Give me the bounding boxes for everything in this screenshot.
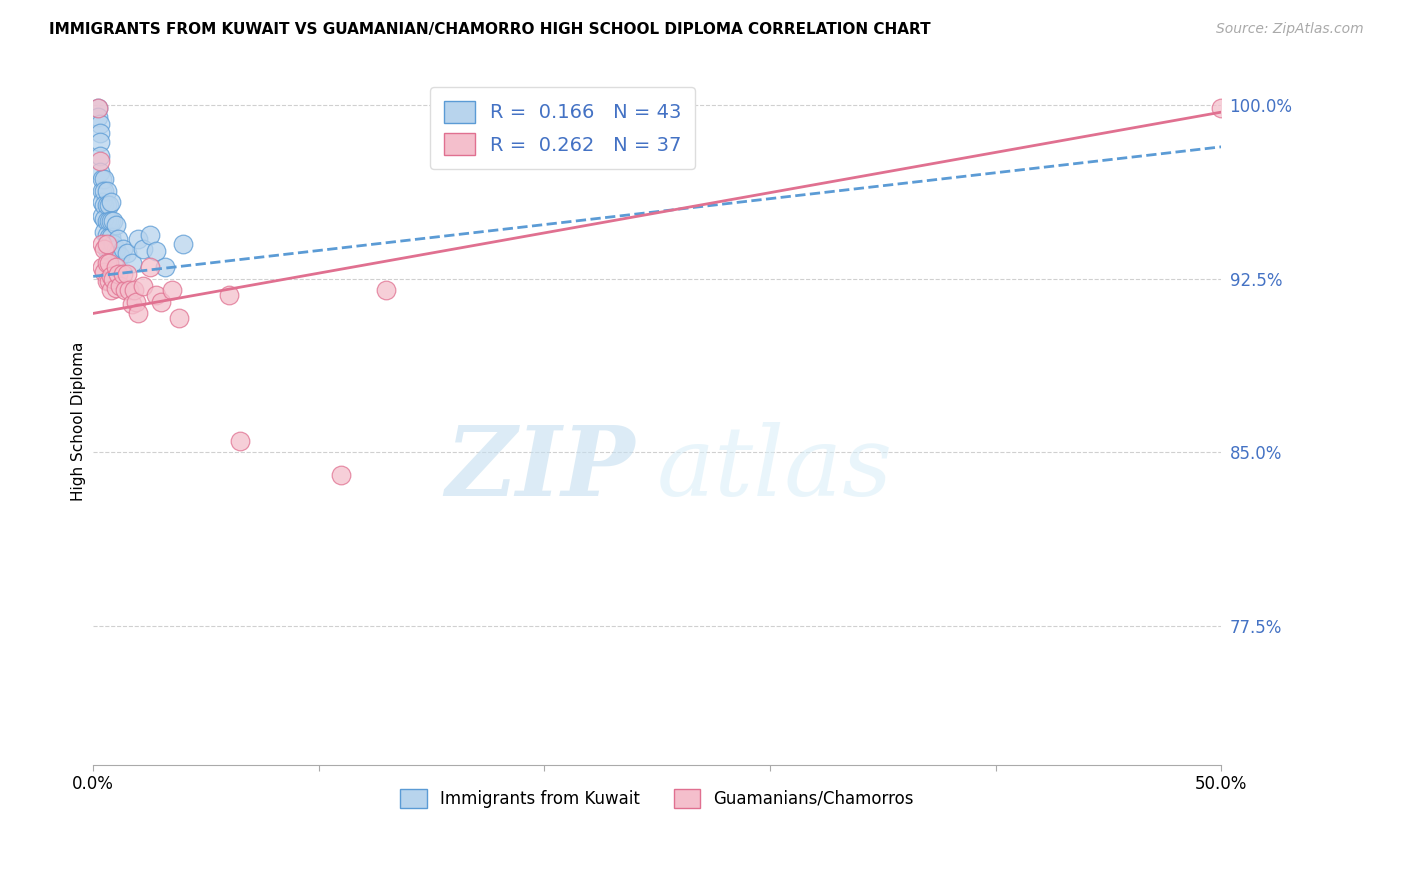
Point: [1211, 101, 1233, 115]
Point: [115, 267, 138, 281]
Point: [111, 242, 134, 256]
Point: [132, 278, 155, 293]
Point: [96, 255, 118, 269]
Y-axis label: High School Diploma: High School Diploma: [72, 342, 86, 500]
Point: [107, 267, 129, 281]
Point: [89, 117, 111, 131]
Text: atlas: atlas: [657, 422, 893, 516]
Point: [121, 297, 143, 311]
Point: [100, 246, 122, 260]
Point: [91, 172, 114, 186]
Point: [93, 197, 115, 211]
Point: [104, 242, 127, 256]
Point: [104, 281, 127, 295]
Point: [96, 274, 118, 288]
Point: [98, 197, 121, 211]
Point: [138, 260, 160, 274]
Point: [96, 184, 118, 198]
Point: [160, 283, 183, 297]
Point: [89, 126, 111, 140]
Point: [98, 230, 121, 244]
Point: [93, 184, 115, 198]
Point: [114, 283, 136, 297]
Point: [89, 165, 111, 179]
Point: [86, 101, 108, 115]
Point: [86, 101, 108, 115]
Point: [229, 434, 252, 448]
Point: [138, 227, 160, 242]
Point: [103, 237, 125, 252]
Point: [104, 219, 127, 233]
Point: [167, 311, 190, 326]
Point: [149, 294, 172, 309]
Point: [91, 195, 114, 210]
Point: [125, 294, 148, 309]
Point: [110, 278, 132, 293]
Point: [93, 265, 115, 279]
Point: [98, 214, 121, 228]
Point: [127, 306, 149, 320]
Point: [91, 237, 114, 252]
Point: [122, 283, 145, 297]
Point: [145, 244, 167, 258]
Point: [93, 242, 115, 256]
Point: [110, 249, 132, 263]
Point: [172, 237, 194, 252]
Point: [98, 255, 121, 269]
Point: [118, 283, 141, 297]
Point: [104, 260, 127, 274]
Point: [111, 267, 134, 281]
Point: [100, 214, 122, 228]
Point: [96, 227, 118, 242]
Point: [103, 214, 125, 228]
Point: [96, 237, 118, 252]
Point: [145, 288, 167, 302]
Point: [96, 242, 118, 256]
Text: ZIP: ZIP: [446, 422, 634, 516]
Point: [86, 110, 108, 124]
Point: [121, 255, 143, 269]
Text: IMMIGRANTS FROM KUWAIT VS GUAMANIAN/CHAMORRO HIGH SCHOOL DIPLOMA CORRELATION CHA: IMMIGRANTS FROM KUWAIT VS GUAMANIAN/CHAM…: [49, 22, 931, 37]
Point: [375, 283, 398, 297]
Point: [93, 172, 115, 186]
Point: [100, 195, 122, 210]
Point: [103, 271, 125, 285]
Point: [132, 242, 155, 256]
Point: [89, 135, 111, 149]
Point: [96, 197, 118, 211]
Point: [100, 283, 122, 297]
Point: [91, 260, 114, 274]
Point: [96, 214, 118, 228]
Point: [91, 209, 114, 223]
Point: [100, 269, 122, 284]
Point: [89, 153, 111, 168]
Legend: Immigrants from Kuwait, Guamanians/Chamorros: Immigrants from Kuwait, Guamanians/Chamo…: [394, 782, 921, 814]
Point: [115, 246, 138, 260]
Point: [100, 230, 122, 244]
Point: [93, 226, 115, 240]
Point: [93, 211, 115, 226]
Point: [127, 232, 149, 246]
Point: [89, 149, 111, 163]
Point: [218, 288, 240, 302]
Point: [107, 232, 129, 246]
Point: [155, 260, 177, 274]
Point: [91, 184, 114, 198]
Point: [330, 468, 353, 483]
Point: [98, 274, 121, 288]
Text: Source: ZipAtlas.com: Source: ZipAtlas.com: [1216, 22, 1364, 37]
